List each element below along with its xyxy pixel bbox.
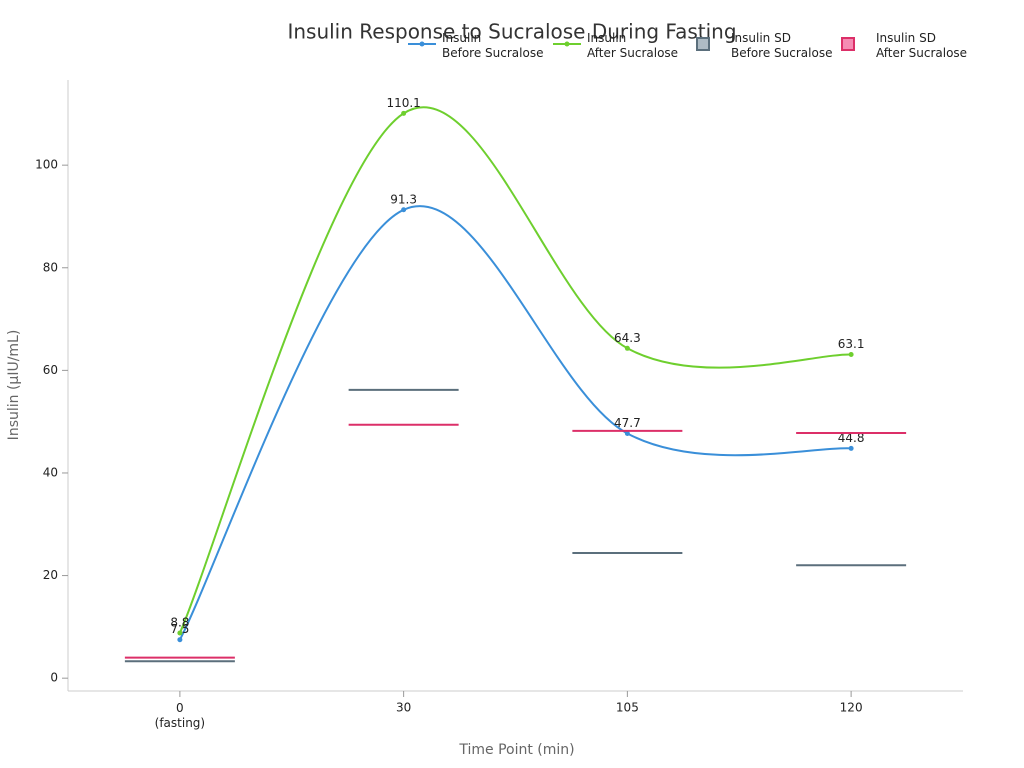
legend-swatch — [696, 37, 710, 51]
data-label: 91.3 — [390, 192, 417, 206]
line — [178, 106, 852, 634]
data-label: 63.1 — [838, 337, 865, 351]
point — [624, 430, 630, 436]
legend-label: Insulin SD Before Sucralose — [731, 31, 832, 60]
legend-label: Insulin SD After Sucralose — [876, 31, 967, 60]
point — [848, 351, 854, 357]
legend-swatch — [841, 37, 855, 51]
y-tick-label: 0 — [50, 671, 58, 685]
legend-label: Insulin After Sucralose — [587, 31, 678, 60]
legend-marker — [419, 41, 425, 47]
point — [401, 110, 407, 116]
data-label: 44.8 — [838, 431, 865, 445]
point — [177, 637, 183, 643]
data-label: 110.1 — [386, 96, 420, 110]
x-tick-label: 105 — [616, 701, 639, 715]
legend-label: Insulin Before Sucralose — [442, 31, 543, 60]
x-axis-label: Time Point (min) — [458, 742, 574, 758]
data-label: 47.7 — [614, 416, 641, 430]
x-tick-label: 0 (fasting) — [155, 701, 205, 730]
x-tick-label: 120 — [840, 701, 863, 715]
y-axis-label: Insulin (µIU/mL) — [6, 330, 22, 441]
data-label: 64.3 — [614, 331, 641, 345]
data-label: 8.8 — [170, 616, 189, 630]
chart-title: Insulin Response to Sucralose During Fas… — [287, 20, 736, 44]
point — [401, 207, 407, 213]
y-tick-label: 20 — [43, 568, 58, 582]
point — [177, 630, 183, 636]
point — [848, 445, 854, 451]
x-tick-label: 30 — [396, 701, 411, 715]
line — [178, 205, 852, 641]
y-tick-label: 40 — [43, 465, 58, 479]
y-tick-label: 100 — [35, 158, 58, 172]
y-tick-label: 80 — [43, 260, 58, 274]
legend-marker — [564, 41, 570, 47]
point — [624, 345, 630, 351]
y-tick-label: 60 — [43, 363, 58, 377]
data-label: 7.5 — [170, 622, 189, 636]
